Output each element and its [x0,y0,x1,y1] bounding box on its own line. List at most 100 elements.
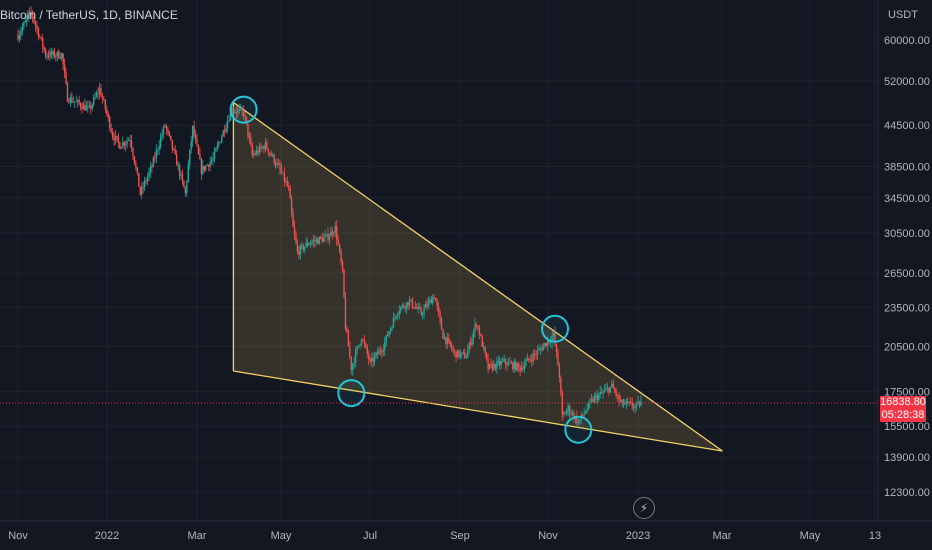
candle-body [177,164,179,166]
wedge-lower-line[interactable] [233,370,723,452]
candle-body [46,55,48,57]
candle-body [27,15,29,19]
wedge-upper-line[interactable] [233,101,723,452]
candle-body [442,329,444,339]
candle-body [26,18,28,21]
candle-body [512,362,514,370]
touch-circles[interactable] [229,95,593,444]
candle-body [305,242,307,247]
candle-body [161,134,163,138]
candle-body [28,11,31,16]
price-axis[interactable]: 60000.00 52000.00 44500.00 38500.00 34500.00… [884,35,930,499]
candle-body [69,97,72,103]
candle-body [606,387,609,389]
candle-body [37,28,40,37]
candle-body [583,413,585,416]
candle-body [573,412,575,420]
candle-body [488,363,491,370]
candle-body [565,410,568,414]
candle-body [158,146,160,150]
candle-body [567,405,569,411]
candle-body [129,140,131,141]
candle-body [264,142,267,150]
candle-body [255,150,258,155]
candle-body [314,240,316,242]
candle-body [529,359,532,361]
candle-body [599,392,601,395]
candle-body [346,328,348,333]
candle-body [123,142,125,146]
touch-circle[interactable] [337,379,366,408]
time-tick-label: Nov [8,530,28,542]
candle-body [138,172,140,187]
touch-circle[interactable] [229,95,258,124]
candle-body [436,301,438,307]
candle-body [397,313,399,317]
price-tick-label: 34500.00 [884,193,930,205]
candle-body [189,149,191,165]
candle-body [213,151,216,159]
candle-body [168,131,171,136]
candle-body [510,362,513,364]
candle-body [279,164,281,170]
candle-body [206,164,208,166]
candle-body [186,181,188,193]
touch-circle[interactable] [541,314,570,343]
candle-body [200,159,203,174]
candle-body [136,167,139,173]
candle-body [258,146,261,153]
candle-body [481,335,483,347]
candle-body [157,149,159,151]
candle-body [68,101,70,103]
candle-body [196,138,198,146]
candle-body [621,399,623,402]
candle-body [638,401,641,407]
price-tick-label: 60000.00 [884,35,930,47]
candle-body [637,401,639,403]
lightning-icon[interactable]: ⚡ [633,497,655,519]
candle-body [503,358,505,361]
candle-body [97,93,99,94]
candle-body [197,145,200,154]
candle-body [290,198,293,214]
candle-body [609,386,612,393]
candle-body [207,164,210,167]
candle-body [142,186,144,188]
candle-body [143,180,146,188]
candle-body [465,357,467,359]
candle-body [515,361,517,371]
candle-body [590,399,593,402]
candle-body [47,55,50,57]
candle-body [285,181,287,183]
candle-body [219,142,222,143]
candle-body [388,331,390,336]
touch-circle[interactable] [564,415,593,444]
candle-body [350,356,352,371]
candle-body [111,131,114,138]
candle-body [509,362,511,363]
candle-body [253,154,255,156]
candle-body [343,269,345,298]
candle-body [541,348,543,351]
candle-body [288,186,290,188]
candle-body [362,339,364,341]
candle-body [341,261,344,270]
candle-body [273,154,275,163]
candle-body [375,352,377,356]
candle-body [413,307,415,309]
candle-body [250,138,252,146]
candle-body [170,135,172,140]
candle-body [404,307,406,309]
candle-body [333,233,335,235]
candle-body [33,17,35,23]
candle-body [602,391,604,393]
candle-body [242,110,245,116]
time-axis[interactable]: Nov 2022 Mar May Jul Sep Nov 2023 Mar May 13 [8,530,881,542]
candle-body [368,353,370,360]
candle-body [493,363,495,370]
candle-body [624,403,626,405]
candle-body [139,186,141,195]
candle-body [600,392,603,393]
candle-body [467,350,469,358]
